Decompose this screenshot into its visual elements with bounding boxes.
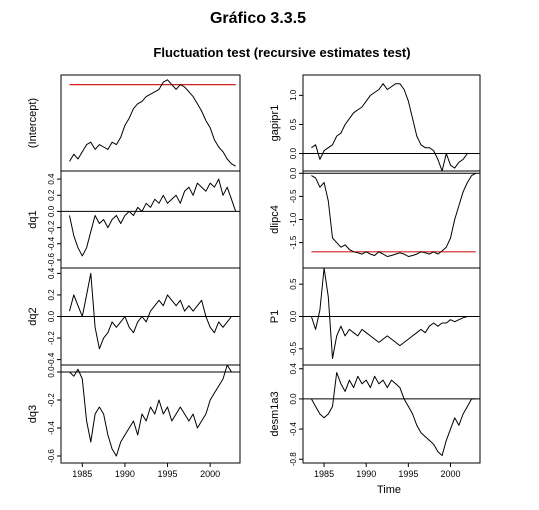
series-line-gapipr1 bbox=[311, 83, 476, 172]
y-tick-label-dq1: 0.0 bbox=[47, 205, 56, 217]
y-tick-label-dq3: -0.2 bbox=[47, 393, 56, 407]
figure-title: Fluctuation test (recursive estimates te… bbox=[153, 45, 410, 60]
y-tick-label-gapipr1: 0.5 bbox=[289, 118, 298, 130]
panel-frame-dq3 bbox=[60, 364, 241, 464]
panel-frame-desm1a3 bbox=[302, 364, 481, 464]
y-axis-label-p1: P1 bbox=[269, 310, 281, 323]
figure-suptitle: Gráfico 3.3.5 bbox=[210, 10, 306, 27]
y-tick-label-dlipc4: -0.5 bbox=[289, 189, 298, 203]
x-tick-label-desm1a3: 1985 bbox=[314, 469, 334, 479]
series-line-p1 bbox=[310, 267, 476, 359]
y-tick-label-desm1a3: -0.8 bbox=[289, 452, 298, 466]
y-tick-label-dq2: -0.4 bbox=[47, 352, 56, 366]
y-tick-label-dq1: -0.2 bbox=[47, 220, 56, 234]
y-tick-label-dq3: -0.6 bbox=[47, 449, 56, 463]
y-axis-label-dq1: dq1 bbox=[27, 210, 39, 228]
series-line-dq1 bbox=[69, 178, 237, 257]
series-line-dq3 bbox=[69, 364, 236, 457]
y-tick-label-desm1a3: 0.0 bbox=[289, 393, 298, 405]
y-tick-label-p1: -0.5 bbox=[289, 341, 298, 355]
y-tick-label-dq2: 0.4 bbox=[47, 267, 56, 279]
panel-frame-dlipc4 bbox=[302, 170, 481, 269]
x-tick-label-dq3: 1985 bbox=[72, 469, 92, 479]
x-tick-label-desm1a3: 1995 bbox=[398, 469, 418, 479]
y-tick-label-dlipc4: -1.5 bbox=[289, 235, 298, 249]
y-tick-label-dq1: 0.2 bbox=[47, 189, 56, 201]
x-tick-label-dq3: 1995 bbox=[158, 469, 178, 479]
x-tick-label-dq3: 1990 bbox=[115, 469, 135, 479]
x-tick-label-desm1a3: 1990 bbox=[356, 469, 376, 479]
y-tick-label-dlipc4: 0.0 bbox=[289, 167, 298, 179]
series-line-dlipc4 bbox=[311, 172, 477, 257]
series-line-dq2 bbox=[69, 272, 236, 350]
y-axis-label-desm1a3: desm1a3 bbox=[269, 391, 281, 436]
panel-frame-intercept bbox=[60, 74, 241, 172]
y-tick-label-dlipc4: -1.0 bbox=[289, 212, 298, 226]
y-tick-label-dq3: -0.4 bbox=[47, 421, 56, 435]
y-axis-label-dq3: dq3 bbox=[27, 405, 39, 423]
y-tick-label-dq1: 0.4 bbox=[47, 173, 56, 185]
y-axis-label-intercept: (Intercept) bbox=[27, 98, 39, 148]
y-tick-label-desm1a3: -0.4 bbox=[289, 422, 298, 436]
x-axis-title-right: Time bbox=[377, 484, 401, 496]
y-tick-label-dq3: 0.0 bbox=[47, 366, 56, 378]
y-axis-label-dlipc4: dlipc4 bbox=[269, 205, 281, 234]
y-tick-label-dq2: 0.0 bbox=[47, 310, 56, 322]
y-axis-label-dq2: dq2 bbox=[27, 307, 39, 325]
y-tick-label-desm1a3: 0.4 bbox=[289, 363, 298, 375]
y-tick-label-dq2: -0.2 bbox=[47, 331, 56, 345]
x-tick-label-desm1a3: 2000 bbox=[440, 469, 460, 479]
y-tick-label-dq1: -0.6 bbox=[47, 252, 56, 266]
y-tick-label-gapipr1: 1.0 bbox=[289, 89, 298, 101]
series-line-intercept bbox=[69, 79, 236, 167]
panel-frame-gapipr1 bbox=[302, 74, 481, 172]
y-axis-label-gapipr1: gapipr1 bbox=[269, 105, 281, 142]
x-tick-label-dq3: 2000 bbox=[200, 469, 220, 479]
y-tick-label-p1: 0.5 bbox=[289, 278, 298, 290]
y-tick-label-dq1: -0.4 bbox=[47, 236, 56, 250]
series-line-desm1a3 bbox=[310, 372, 476, 456]
y-tick-label-p1: 0.0 bbox=[289, 310, 298, 322]
panels-group: (Intercept) dq1 -0.6 -0.4 -0.2 0.0 0.2 0.4 dq2 -0… bbox=[27, 74, 481, 479]
y-tick-label-dq2: 0.2 bbox=[47, 289, 56, 301]
y-tick-label-gapipr1: 0.0 bbox=[289, 147, 298, 159]
